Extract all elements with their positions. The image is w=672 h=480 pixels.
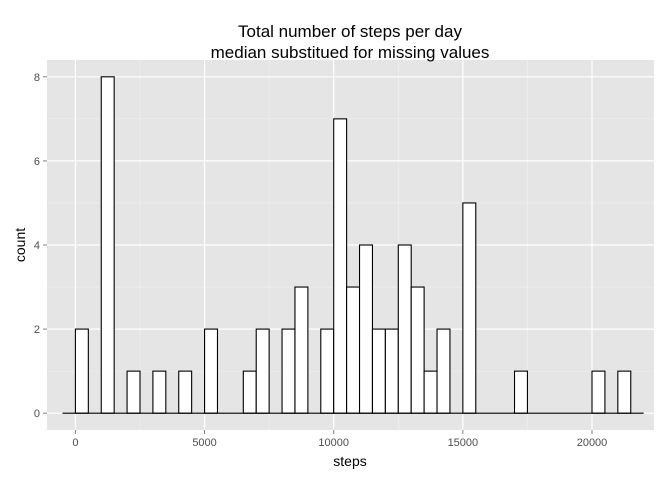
histogram-bar <box>513 370 528 414</box>
histogram-bar <box>423 370 438 414</box>
x-tick-label: 20000 <box>577 437 608 449</box>
histogram-bar <box>333 118 348 414</box>
histogram-bar <box>100 76 115 414</box>
y-tick-label: 8 <box>34 72 40 84</box>
histogram-bar <box>346 286 361 414</box>
chart-title-line-1: Total number of steps per day <box>238 22 462 41</box>
y-axis-label: count <box>12 228 28 262</box>
histogram-bar <box>320 328 335 414</box>
histogram-bar <box>178 370 193 414</box>
y-axis-ticks: 0 2 4 6 8 <box>34 72 47 420</box>
histogram-bar <box>410 286 425 414</box>
histogram-bar <box>436 328 451 414</box>
histogram-bar <box>462 202 477 414</box>
histogram-bar <box>255 328 270 414</box>
histogram-bar <box>358 244 374 414</box>
y-tick-label: 0 <box>34 408 40 420</box>
x-tick-label: 5000 <box>192 437 216 449</box>
histogram-bar <box>617 370 632 414</box>
y-tick-label: 2 <box>34 324 40 336</box>
bars <box>62 76 644 414</box>
histogram-bar <box>591 370 606 414</box>
x-axis-label: steps <box>333 453 366 469</box>
histogram-bar <box>371 328 386 414</box>
histogram-bar <box>294 286 309 414</box>
histogram-bar <box>74 328 89 414</box>
x-tick-label: 15000 <box>448 437 479 449</box>
chart-title-line-2: median substitued for missing values <box>211 43 490 62</box>
histogram-bar <box>126 370 141 414</box>
histogram-bar <box>397 244 412 414</box>
y-tick-label: 6 <box>34 156 40 168</box>
x-tick-label: 0 <box>72 437 78 449</box>
histogram-bar <box>152 370 167 414</box>
y-tick-label: 4 <box>34 240 40 252</box>
histogram-bar <box>204 328 219 414</box>
histogram-bar <box>242 370 257 414</box>
x-axis-ticks: 0 5000 10000 15000 20000 <box>72 430 607 449</box>
x-tick-label: 10000 <box>318 437 349 449</box>
histogram-bar <box>281 328 296 414</box>
histogram-bar <box>384 328 399 414</box>
